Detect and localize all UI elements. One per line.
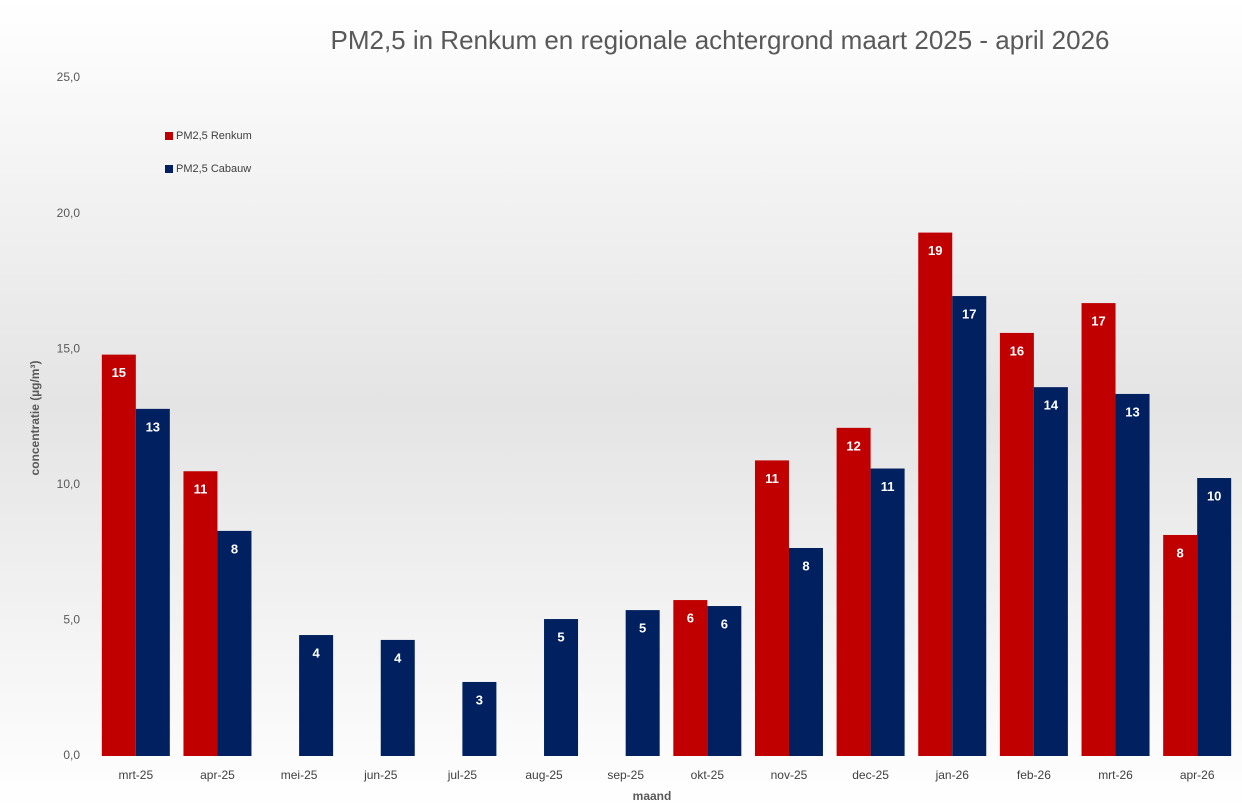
y-tick-label: 25,0 <box>57 70 81 84</box>
data-label: 11 <box>765 471 779 486</box>
x-tick-label: mei-25 <box>281 768 318 782</box>
x-axis-label: maand <box>633 789 672 803</box>
data-label: 4 <box>312 645 320 660</box>
bar <box>462 681 497 756</box>
y-tick-label: 5,0 <box>63 613 80 627</box>
data-label: 14 <box>1044 398 1059 413</box>
bar <box>952 296 987 756</box>
bar <box>707 606 742 756</box>
data-label: 8 <box>231 541 238 556</box>
bar <box>101 354 136 756</box>
x-tick-label: aug-25 <box>525 768 563 782</box>
legend-swatch <box>165 132 173 140</box>
data-label: 8 <box>1177 545 1184 560</box>
y-axis-label: concentratie (µg/m³) <box>28 361 42 476</box>
data-label: 5 <box>557 629 564 644</box>
bar <box>1033 387 1068 756</box>
bar <box>544 619 579 756</box>
data-label: 4 <box>394 650 402 665</box>
bar <box>673 600 708 756</box>
y-tick-label: 0,0 <box>63 748 80 762</box>
legend-label: PM2,5 Cabauw <box>176 163 251 175</box>
bar <box>299 635 334 756</box>
data-label: 6 <box>721 616 728 631</box>
data-label: 15 <box>112 365 126 380</box>
x-tick-label: jan-26 <box>935 768 970 782</box>
data-label: 13 <box>1125 404 1139 419</box>
x-tick-label: apr-26 <box>1180 768 1215 782</box>
legend-swatch <box>165 165 173 173</box>
x-tick-label: apr-25 <box>200 768 235 782</box>
bar <box>918 232 953 757</box>
data-label: 6 <box>687 610 694 625</box>
x-tick-label: mrt-26 <box>1098 768 1133 782</box>
x-tick-label: sep-25 <box>607 768 644 782</box>
data-label: 17 <box>1091 314 1105 329</box>
x-tick-label: dec-25 <box>852 768 889 782</box>
x-tick-label: jun-25 <box>363 768 398 782</box>
x-tick-label: jul-25 <box>447 768 478 782</box>
bar <box>380 639 415 756</box>
chart-title: PM2,5 in Renkum en regionale achtergrond… <box>330 25 1109 55</box>
bar <box>754 460 789 756</box>
bar <box>1197 478 1232 756</box>
bar <box>999 332 1034 756</box>
data-label: 12 <box>846 438 860 453</box>
y-tick-label: 10,0 <box>57 477 81 491</box>
data-label: 13 <box>146 419 160 434</box>
bar <box>1163 534 1198 756</box>
x-tick-label: mrt-25 <box>118 768 153 782</box>
bar <box>870 468 905 756</box>
data-label: 5 <box>639 621 646 636</box>
bar <box>183 471 218 756</box>
data-label: 17 <box>962 306 976 321</box>
bar <box>788 547 823 756</box>
bar <box>217 530 252 756</box>
bar <box>625 610 660 756</box>
data-label: 11 <box>194 482 208 497</box>
bar <box>1115 393 1150 756</box>
bar <box>1081 303 1116 756</box>
bar <box>135 408 170 756</box>
bar <box>836 427 871 756</box>
legend-label: PM2,5 Renkum <box>176 130 252 142</box>
data-label: 11 <box>881 479 895 494</box>
data-label: 8 <box>802 558 809 573</box>
x-tick-label: feb-26 <box>1017 768 1051 782</box>
y-tick-label: 15,0 <box>57 341 81 355</box>
data-label: 3 <box>476 692 483 707</box>
y-tick-label: 20,0 <box>57 206 81 220</box>
x-tick-label: nov-25 <box>771 768 808 782</box>
x-tick-label: okt-25 <box>691 768 725 782</box>
data-label: 16 <box>1010 343 1024 358</box>
data-label: 10 <box>1207 488 1221 503</box>
data-label: 19 <box>928 243 942 258</box>
